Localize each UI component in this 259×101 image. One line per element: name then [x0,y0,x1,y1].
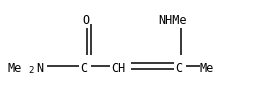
Text: CH: CH [111,62,125,75]
Text: Me: Me [200,62,214,75]
Text: O: O [82,14,89,27]
Text: C: C [175,62,182,75]
Text: NHMe: NHMe [158,14,186,27]
Text: 2: 2 [28,66,33,75]
Text: C: C [80,62,87,75]
Text: Me: Me [8,62,22,75]
Text: N: N [36,62,43,75]
